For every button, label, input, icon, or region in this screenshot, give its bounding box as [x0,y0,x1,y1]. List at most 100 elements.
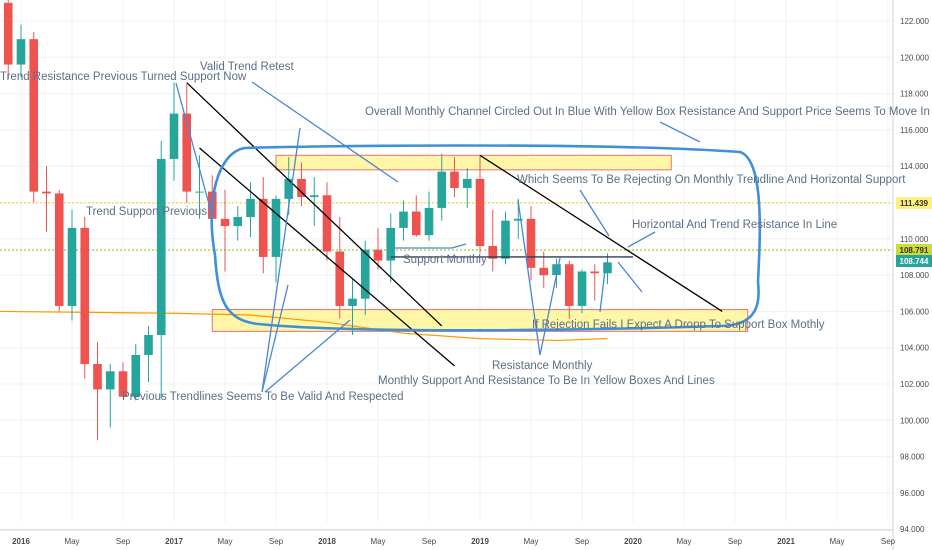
arrow-retest-1 [175,82,213,216]
candle-body [539,267,549,276]
candle-body [411,211,421,236]
price-tag-value: 108.744 [900,257,929,266]
x-tick-label: Sep [728,537,743,546]
arrow-support-monthly-right [451,243,467,249]
candle [54,189,64,312]
candle-body [258,198,268,257]
x-tick-label: Sep [116,537,131,546]
candle-body [360,249,370,299]
y-tick-label: 118.000 [900,90,929,99]
candle-body [437,171,447,208]
candle-body [322,195,332,252]
candle [271,195,281,283]
arrow-which-seems [579,189,610,237]
candle-body [399,211,408,228]
candle [603,253,612,285]
candle-body [131,354,141,397]
x-tick-label: 2018 [318,537,336,546]
candle [475,155,485,254]
candle [386,213,396,283]
x-tick-label: 2020 [624,537,642,546]
candle-body [42,191,51,194]
candle-body [386,227,396,261]
y-tick-label: 98.000 [900,453,925,462]
annotation-previous-trendlines: Previous Trendlines Seems To Be Valid An… [122,391,404,403]
candle-body [233,217,243,227]
candle [144,325,153,383]
x-tick-label: May [370,537,385,546]
candle-body [144,334,153,355]
candle [297,162,306,207]
arrow-retest-3 [599,261,607,313]
y-tick-label: 100.000 [900,416,929,425]
candle [258,177,268,274]
price-tag-value: 111.439 [900,199,929,208]
candle-body [80,227,90,365]
candle [348,278,357,335]
candle-body [513,218,523,221]
time-axis: 2016 May Sep 2017 May Sep 2018 May Sep 2019 May Sep… [0,529,896,546]
candle [67,209,77,321]
candle-body [118,371,128,397]
ma-polyline [0,310,608,342]
x-tick-label: 2021 [777,537,795,546]
candle-body [169,113,179,159]
y-tick-label: 96.000 [900,489,925,498]
candle-body [3,2,13,65]
x-tick-label: May [64,537,79,546]
x-tick-label: Sep [575,537,590,546]
candle [450,157,459,198]
annotation-overall-channel: Overall Monthly Channel Circled Out In B… [365,106,932,118]
candle-body [182,113,192,192]
y-tick-label: 104.000 [900,344,929,353]
annotation-support-monthly: Support Monthly [403,254,487,266]
candle [3,0,13,80]
candle [42,166,51,232]
price-tag-bg [896,244,932,256]
candle-body [348,298,357,306]
annotation-valid-trend-retest: Valid Trend Retest [200,61,295,73]
annotation-trend-support-previous: Trend Support Previous [86,206,207,218]
candle [564,260,574,319]
candle [322,182,332,261]
price-tag-bg [896,197,932,209]
candle [118,362,128,397]
annotation-if-rejection-fails: If Rejection Fails I Expect A Dropp To S… [532,319,825,331]
candle-body [590,271,600,274]
candle [462,168,472,208]
annotation-which-seems: Which Seems To Be Rejecting On Monthly T… [517,174,906,186]
candle-body [577,271,587,306]
candle-body [450,171,459,188]
arrow-overall [659,121,701,143]
candle [233,206,243,241]
blue-channel-outline [210,144,762,332]
upper-trendline-2017 [186,82,443,327]
arrow-resistance-2 [517,199,541,356]
price-tag-value: 108.791 [900,246,929,255]
candle-body [564,264,574,306]
candle [195,155,204,219]
candle-body [526,218,536,268]
candle [29,31,39,203]
arrow-prev-2 [261,127,301,393]
chart-grid [0,0,893,530]
candle-body [552,264,561,276]
x-tick-label: May [676,537,691,546]
candle [93,342,102,441]
candle [373,227,383,270]
candle-body [424,207,434,236]
candle-body [93,364,102,390]
moving-average-line [0,310,608,342]
x-tick-label: 2016 [12,537,30,546]
x-tick-label: 2019 [471,537,489,546]
candle-body [501,220,510,259]
y-tick-label: 122.000 [900,17,929,26]
candle-body [195,191,204,193]
y-tick-label: 114.000 [900,162,929,171]
y-tick-label: 116.000 [900,126,929,135]
candle-body [475,178,485,247]
annotation-horizontal-trend-resistance: Horizontal And Trend Resistance In Line [632,219,837,231]
arrow-resistance-1 [539,257,561,356]
y-tick-label: 94.000 [900,525,925,534]
annotation-arrows [175,81,701,393]
